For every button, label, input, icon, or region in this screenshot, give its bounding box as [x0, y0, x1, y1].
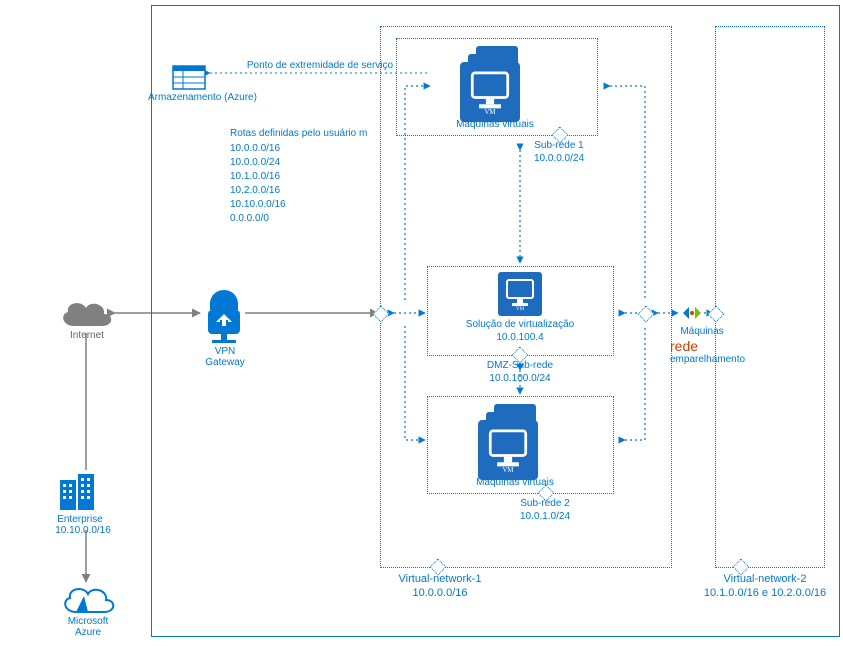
- peering-word: rede: [670, 338, 720, 354]
- vpn-label: VPN Gateway: [200, 346, 250, 368]
- svg-text:VM: VM: [503, 467, 514, 474]
- vnet2-box: [715, 26, 825, 568]
- enterprise-cidr: 10.10.0.0/16: [48, 525, 118, 536]
- internet-label: Internet: [62, 330, 112, 341]
- vnet1-label: Virtual-network-1: [395, 573, 485, 585]
- azure-cloud-icon: [58, 582, 118, 616]
- azure-label: Microsoft Azure: [60, 616, 116, 638]
- storage-label: Armazenamento (Azure): [148, 92, 248, 103]
- enterprise-label: Enterprise: [50, 514, 110, 525]
- svg-text:VM: VM: [516, 307, 525, 312]
- storage-icon: [172, 60, 206, 90]
- peering-icon: [680, 302, 704, 324]
- subnet2-label: Sub-rede 2: [510, 498, 580, 509]
- svg-text:VM: VM: [485, 109, 496, 116]
- subnet1-label: Sub-rede 1: [524, 140, 594, 151]
- dmz-label: DMZ-Sub-rede: [480, 360, 560, 371]
- dmz-cidr: 10.0.100.0/24: [480, 373, 560, 384]
- peering-label-top: Máquinas: [672, 326, 732, 337]
- dmz-vm-ip: 10.0.100.4: [455, 332, 585, 343]
- subnet1-cidr: 10.0.0.0/24: [524, 153, 594, 164]
- dmz-vm-icon: VM: [498, 272, 542, 316]
- routes-list: 10.0.0.0/16 10.0.0.0/24 10.1.0.0/16 10.2…: [230, 142, 286, 226]
- subnet2-cidr: 10.0.1.0/24: [510, 511, 580, 522]
- vnet2-cidr: 10.1.0.0/16 e 10.2.0.0/16: [690, 587, 840, 599]
- dmz-vm-label: Solução de virtualização: [455, 319, 585, 330]
- vpn-gateway-icon: [202, 288, 246, 344]
- subnet2-vm-label: Máquinas virtuais: [460, 477, 570, 488]
- vnet2-label: Virtual-network-2: [690, 573, 840, 585]
- vnet1-cidr: 10.0.0.0/16: [395, 587, 485, 599]
- enterprise-icon: [56, 470, 100, 514]
- subnet1-vm-label: Máquinas virtuais: [440, 119, 550, 130]
- peering-label-bot: emparelhamento: [670, 354, 760, 365]
- internet-cloud-icon: [56, 296, 116, 330]
- routes-title: Rotas definidas pelo usuário m: [230, 128, 367, 139]
